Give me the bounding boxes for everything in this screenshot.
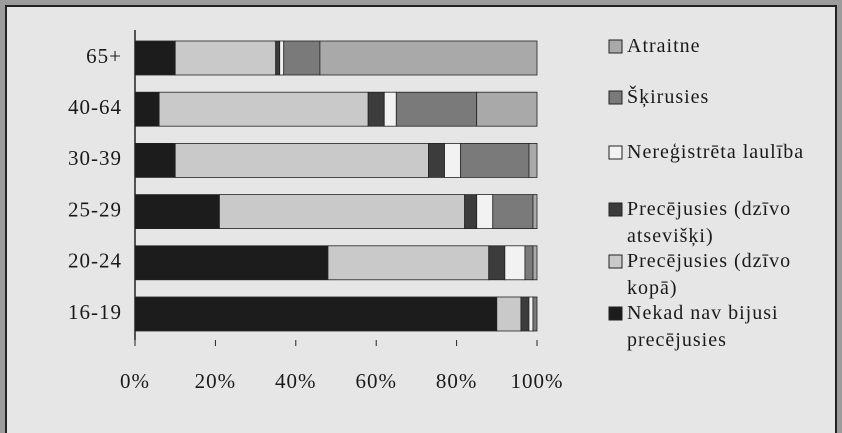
- bar-segment: [134, 40, 176, 76]
- legend-swatch: [608, 39, 623, 54]
- bar-segment: [327, 245, 490, 281]
- legend-label: Šķirusies: [627, 86, 710, 108]
- y-tick-label: 20-24: [68, 249, 122, 273]
- bar-segment: [496, 296, 522, 332]
- x-tick-label: 80%: [436, 369, 478, 393]
- bar-segment: [283, 40, 321, 76]
- y-tick-label: 30-39: [68, 146, 122, 170]
- bar-segment: [444, 142, 462, 178]
- bar-segment: [383, 91, 397, 127]
- bar-segment: [464, 194, 478, 230]
- bar-segment: [367, 91, 385, 127]
- bar-segment: [319, 40, 538, 76]
- legend-swatch: [608, 254, 623, 269]
- x-tick-label: 40%: [275, 369, 317, 393]
- legend-swatch: [608, 90, 623, 105]
- bar-segment: [174, 142, 429, 178]
- y-tick-label: 16-19: [68, 300, 122, 324]
- bar-segment: [134, 91, 160, 127]
- bar-segment: [532, 245, 538, 281]
- bar-segment: [279, 40, 285, 76]
- legend-label: Nereģistrēta laulība: [627, 141, 805, 163]
- bar-segment: [134, 142, 176, 178]
- x-tick-label: 100%: [511, 369, 564, 393]
- bar-segment: [492, 194, 534, 230]
- bar-segment: [504, 245, 526, 281]
- bar-segment: [532, 296, 538, 332]
- legend-label: Precējusies (dzīvo kopā): [627, 250, 792, 299]
- bar-segment: [476, 91, 538, 127]
- bar-segment: [428, 142, 445, 178]
- legend-label: Precējusies (dzīvo atsevišķi): [627, 198, 792, 247]
- legend-label: Nekad nav bijusi precējusies: [627, 302, 779, 351]
- bar-segment: [134, 296, 498, 332]
- bar-segment: [219, 194, 466, 230]
- y-tick-label: 25-29: [68, 197, 122, 221]
- bar-segment: [174, 40, 277, 76]
- legend-swatch: [608, 202, 623, 217]
- bar-segment: [528, 142, 538, 178]
- bar-segment: [158, 91, 369, 127]
- bar-segment: [395, 91, 478, 127]
- x-tick-label: 0%: [120, 369, 150, 393]
- x-tick-label: 20%: [195, 369, 237, 393]
- bar-segment: [134, 245, 329, 281]
- bar-segment: [524, 245, 534, 281]
- bar-segment: [520, 296, 530, 332]
- y-tick-label: 40-64: [68, 95, 122, 119]
- bar-segment: [488, 245, 506, 281]
- bar-segment: [532, 194, 538, 230]
- bar-segment: [134, 194, 220, 230]
- bar-segment: [275, 40, 281, 76]
- x-tick-label: 60%: [355, 369, 397, 393]
- y-tick-label: 65+: [86, 44, 122, 68]
- legend-swatch: [608, 306, 623, 321]
- bar-segment: [528, 296, 534, 332]
- legend-label: Atraitne: [627, 35, 701, 57]
- legend-swatch: [608, 145, 623, 160]
- bar-segment: [460, 142, 530, 178]
- bar-segment: [476, 194, 494, 230]
